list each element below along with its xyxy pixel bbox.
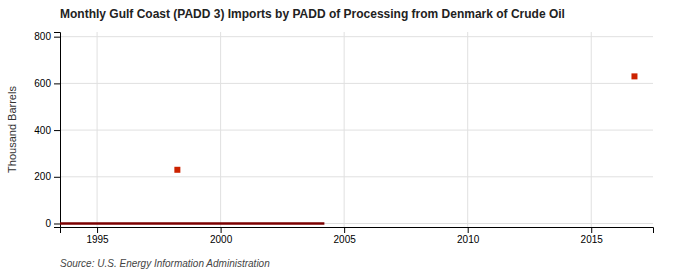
tick: 400 <box>34 125 60 136</box>
tick: 2000 <box>210 227 233 245</box>
grid-line-x <box>591 32 592 227</box>
line <box>60 222 324 225</box>
grid-line-y <box>60 83 653 84</box>
tick-mark <box>344 227 345 233</box>
grid-line-x <box>97 32 98 227</box>
tick-label: 200 <box>34 171 51 182</box>
y-axis: 0 200 400 600 800 <box>34 31 60 229</box>
tick: 2010 <box>457 227 480 245</box>
tick-mark <box>97 227 98 233</box>
tick-label: 2005 <box>334 234 357 245</box>
tick-mark <box>54 37 60 38</box>
grid-line-x <box>467 32 468 227</box>
tick-label: 2015 <box>581 234 604 245</box>
grid-line-x <box>220 32 221 227</box>
tick-label: 600 <box>34 78 51 89</box>
tick-mark <box>591 227 592 233</box>
point <box>631 73 637 79</box>
grid-line-y <box>60 223 653 224</box>
x-axis: 1995 2000 2005 2010 2015 <box>61 227 654 245</box>
marks <box>60 73 637 223</box>
y-axis-line <box>54 33 61 228</box>
tick: 2015 <box>581 227 604 245</box>
title: Monthly Gulf Coast (PADD 3) Imports by P… <box>60 7 565 21</box>
tick-mark <box>54 223 60 224</box>
chart: 1995 2000 2005 2010 2015 0 200 400 600 800 Monthly… <box>0 0 675 275</box>
source: Source: U.S. Energy Information Administ… <box>60 258 270 269</box>
tick-mark <box>54 177 60 178</box>
tick-mark <box>468 227 469 233</box>
grid-line-y <box>60 130 653 131</box>
tick: 0 <box>45 218 60 229</box>
point <box>174 167 180 173</box>
tick-label: 2010 <box>457 234 480 245</box>
tick: 600 <box>34 78 60 89</box>
tick: 200 <box>34 171 60 182</box>
grid-line-x <box>344 32 345 227</box>
tick: 1995 <box>86 227 109 245</box>
tick: 2005 <box>334 227 357 245</box>
tick-mark <box>54 83 60 84</box>
tick: 800 <box>34 31 60 42</box>
tick-mark <box>221 227 222 233</box>
tick-label: 0 <box>45 218 51 229</box>
tick-label: 400 <box>34 125 51 136</box>
tick-mark <box>54 130 60 131</box>
grid <box>60 32 653 227</box>
tick-label: 1995 <box>86 234 109 245</box>
grid-line-y <box>60 36 653 37</box>
plot: 1995 2000 2005 2010 2015 0 200 400 600 800 <box>34 31 653 245</box>
x-axis-line <box>61 228 654 234</box>
tick-label: 2000 <box>210 234 233 245</box>
y-axis-title: Thousand Barrels <box>6 86 18 173</box>
grid-line-y <box>60 176 653 177</box>
tick-label: 800 <box>34 31 51 42</box>
